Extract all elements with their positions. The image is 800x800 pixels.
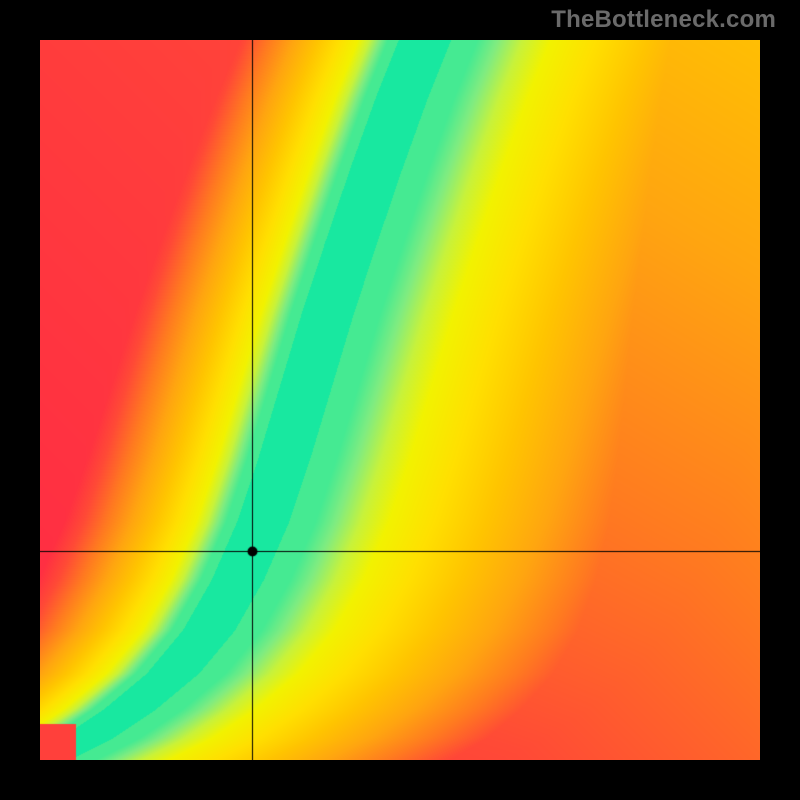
bottleneck-heatmap <box>40 40 760 760</box>
watermark-text: TheBottleneck.com <box>551 6 776 34</box>
